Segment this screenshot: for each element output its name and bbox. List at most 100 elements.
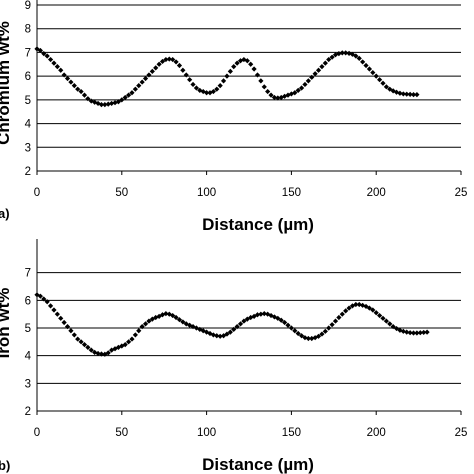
data-point (95, 350, 101, 357)
data-point (204, 90, 210, 96)
data-point (159, 312, 166, 318)
data-point (332, 52, 339, 58)
data-point (370, 69, 376, 76)
chart-panel-a: 2 3 4 5 6 7 8 9 0 50 100 150 200 25 Chromium wt% Distan… (0, 0, 467, 234)
gridlines (37, 272, 461, 412)
y-tick-label: 3 (25, 378, 31, 390)
y-tick-label: 5 (25, 323, 31, 335)
x-tick-label: 50 (115, 187, 128, 199)
data-point (173, 59, 179, 65)
data-point (85, 96, 91, 102)
data-point (410, 92, 417, 98)
data-point (166, 56, 172, 62)
data-point (346, 305, 352, 311)
data-point (139, 79, 145, 85)
data-point (153, 65, 159, 71)
data-point (373, 310, 379, 316)
data-point (332, 318, 339, 324)
data-point (275, 315, 281, 321)
data-point (139, 324, 145, 330)
data-point (64, 324, 71, 330)
data-point (119, 97, 125, 103)
data-point (248, 314, 254, 321)
data-point (98, 351, 105, 357)
data-point (407, 91, 413, 98)
data-point (224, 73, 230, 79)
x-tick-label: 200 (367, 187, 386, 199)
data-point (170, 56, 176, 63)
data-point (421, 329, 427, 336)
data-point (261, 84, 267, 90)
data-point (271, 94, 278, 101)
data-point (346, 50, 352, 56)
data-point (407, 330, 413, 336)
data-point (61, 72, 67, 78)
data-point (363, 303, 369, 310)
data-point (149, 68, 155, 74)
data-point (319, 64, 325, 70)
data-point (414, 92, 420, 98)
data-point (183, 72, 189, 78)
y-tick-label: 6 (25, 295, 31, 307)
x-axis-title: Distance (µm) (202, 215, 314, 234)
data-point (102, 102, 108, 108)
chart-panel-b: 2 3 4 5 6 7 0 50 100 150 200 25 Iron wt% Distance (µm… (0, 239, 467, 474)
x-tick-label: 0 (34, 187, 40, 199)
data-point (397, 90, 403, 96)
data-point (404, 329, 410, 335)
data-point (166, 311, 172, 317)
data-point (282, 93, 288, 99)
data-point (261, 311, 267, 317)
data-point (47, 303, 54, 309)
y-axis-title: Chromium wt% (0, 21, 13, 145)
data-point (129, 336, 135, 342)
data-point (68, 328, 74, 334)
data-point (414, 330, 420, 336)
x-tick-label: 25 (455, 427, 468, 439)
x-tick-label: 150 (282, 187, 301, 199)
data-point (44, 299, 50, 305)
y-tick-label: 6 (25, 71, 31, 83)
data-point (302, 335, 308, 341)
data-point (146, 72, 152, 78)
data-point (292, 90, 298, 96)
data-point (71, 332, 77, 338)
data-point (390, 324, 396, 330)
data-point (71, 83, 77, 89)
data-point (98, 102, 105, 108)
data-point (129, 90, 135, 96)
data-point (193, 85, 200, 91)
y-tick-label: 5 (25, 95, 31, 107)
data-point (159, 58, 166, 65)
y-tick-label: 9 (25, 0, 31, 12)
data-point (305, 78, 311, 84)
data-point (380, 315, 386, 321)
data-point (224, 331, 230, 337)
data-point (380, 80, 386, 86)
y-axis-title: Iron wt% (0, 288, 13, 359)
data-point (387, 321, 393, 327)
data-point (376, 77, 383, 83)
data-point (383, 318, 389, 324)
data-point (88, 347, 94, 353)
data-point (268, 92, 274, 98)
data-point (180, 67, 186, 73)
data-point (397, 327, 403, 333)
data-point (122, 342, 128, 348)
data-point (51, 60, 57, 66)
data-point (204, 329, 210, 335)
data-point (424, 329, 430, 335)
data-point (41, 296, 47, 302)
data-point (37, 47, 43, 54)
data-point (244, 58, 250, 64)
gridlines (37, 4, 461, 172)
data-point (309, 74, 315, 80)
data-point (41, 51, 47, 57)
data-point (326, 56, 332, 63)
data-point (220, 333, 227, 339)
data-point (322, 60, 328, 66)
data-point (75, 86, 81, 92)
data-point (370, 307, 376, 313)
data-point (343, 308, 349, 314)
